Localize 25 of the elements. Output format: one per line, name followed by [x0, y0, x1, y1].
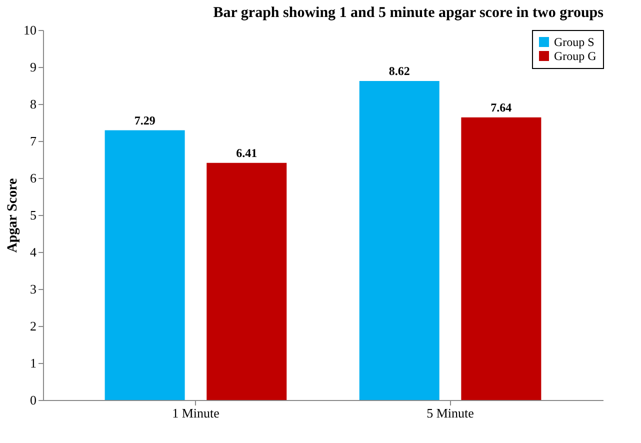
x-tick-label: 1 Minute — [172, 406, 220, 420]
y-tick-label: 3 — [30, 282, 36, 296]
bar — [461, 117, 542, 400]
y-tick-label: 0 — [30, 392, 36, 408]
y-tick-label: 4 — [30, 244, 37, 260]
bar — [359, 81, 440, 400]
legend-label: Group G — [554, 49, 597, 63]
y-tick-label: 5 — [30, 208, 36, 222]
x-tick-label: 5 Minute — [426, 406, 474, 420]
y-tick-label: 8 — [30, 96, 36, 112]
data-label: 7.29 — [134, 113, 156, 128]
y-tick-label: 2 — [30, 318, 36, 334]
y-tick-label: 9 — [30, 60, 36, 74]
data-label: 6.41 — [236, 146, 258, 160]
y-axis-title: Apgar Score — [6, 178, 20, 253]
chart-title: Bar graph showing 1 and 5 minute apgar score in two groups — [213, 5, 604, 21]
y-tick-label: 10 — [24, 22, 36, 38]
y-tick-label: 7 — [30, 134, 37, 148]
y-tick-label: 1 — [30, 356, 36, 370]
y-tick-label: 6 — [30, 170, 37, 186]
bar — [104, 130, 185, 400]
data-label: 7.64 — [490, 100, 512, 114]
data-label: 8.62 — [388, 64, 410, 78]
legend-label: Group S — [554, 35, 594, 49]
bar — [206, 162, 287, 400]
